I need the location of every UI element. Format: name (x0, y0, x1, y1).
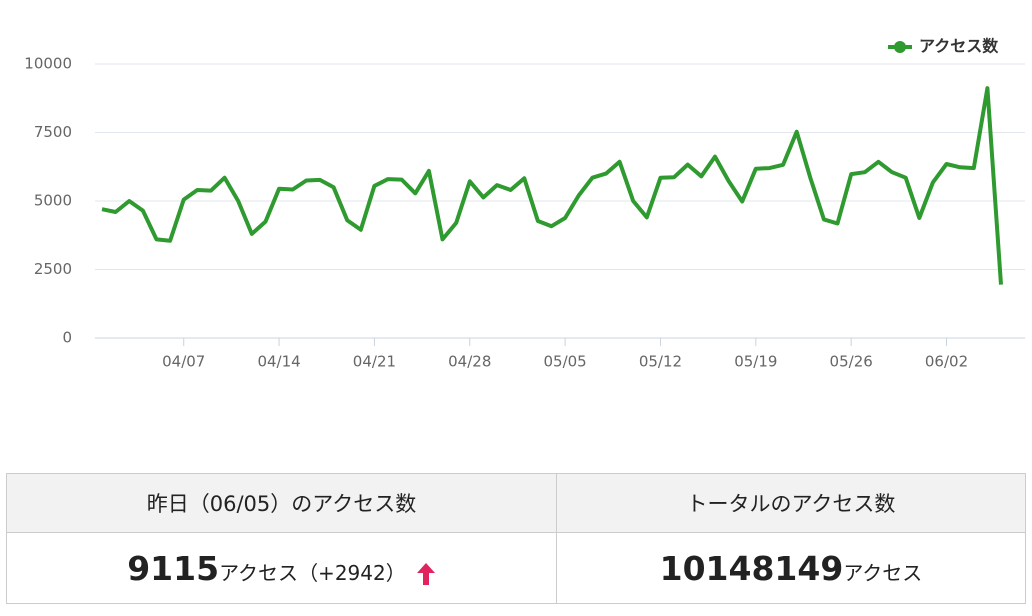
x-tick-label: 04/07 (162, 353, 205, 371)
x-tick-label: 05/12 (639, 353, 682, 371)
x-tick-label: 04/21 (353, 353, 396, 371)
value-cell: 9115アクセス（+2942） (6, 532, 557, 604)
data-line (101, 86, 1003, 285)
x-tick-label: 04/14 (257, 353, 300, 371)
y-tick-label: 10000 (24, 55, 72, 73)
up-arrow (416, 563, 435, 585)
value-cell: 10148149アクセス (555, 532, 1027, 604)
yesterday-count: 9115 (127, 548, 220, 588)
x-tick-label: 04/28 (448, 353, 491, 371)
chart: 0 2500 5000 7500 10000 04/07 04/14 04/21 04/28 05… (24, 37, 1025, 371)
y-tick-label: 7500 (34, 123, 72, 141)
header-cell: 昨日（06/05）のアクセス数 (6, 473, 557, 533)
x-tick-label: 05/05 (544, 353, 587, 371)
unit: アクセス (843, 560, 923, 585)
y-tick-label: 2500 (34, 260, 72, 278)
unit: アクセス (219, 560, 299, 585)
x-tick-label: 05/26 (830, 353, 873, 371)
y-tick-label: 0 (62, 329, 72, 347)
x-tick-label: 06/02 (925, 353, 968, 371)
value-row: 9115アクセス（+2942） 10148149アクセス (6, 532, 1027, 604)
total-count: 10148149 (659, 548, 844, 588)
header-row: 昨日（06/05）のアクセス数 トータルのアクセス数 (6, 473, 1027, 533)
summary-table: 昨日（06/05）のアクセス数 トータルのアクセス数 9115アクセス（+294… (6, 473, 1027, 604)
legend-swatch (894, 41, 906, 53)
y-tick-label: 5000 (34, 192, 72, 210)
diff: （+2942） (298, 560, 406, 585)
header-cell: トータルのアクセス数 (555, 473, 1027, 533)
x-tick-label: 05/19 (734, 353, 777, 371)
legend-label: アクセス数 (919, 37, 999, 56)
